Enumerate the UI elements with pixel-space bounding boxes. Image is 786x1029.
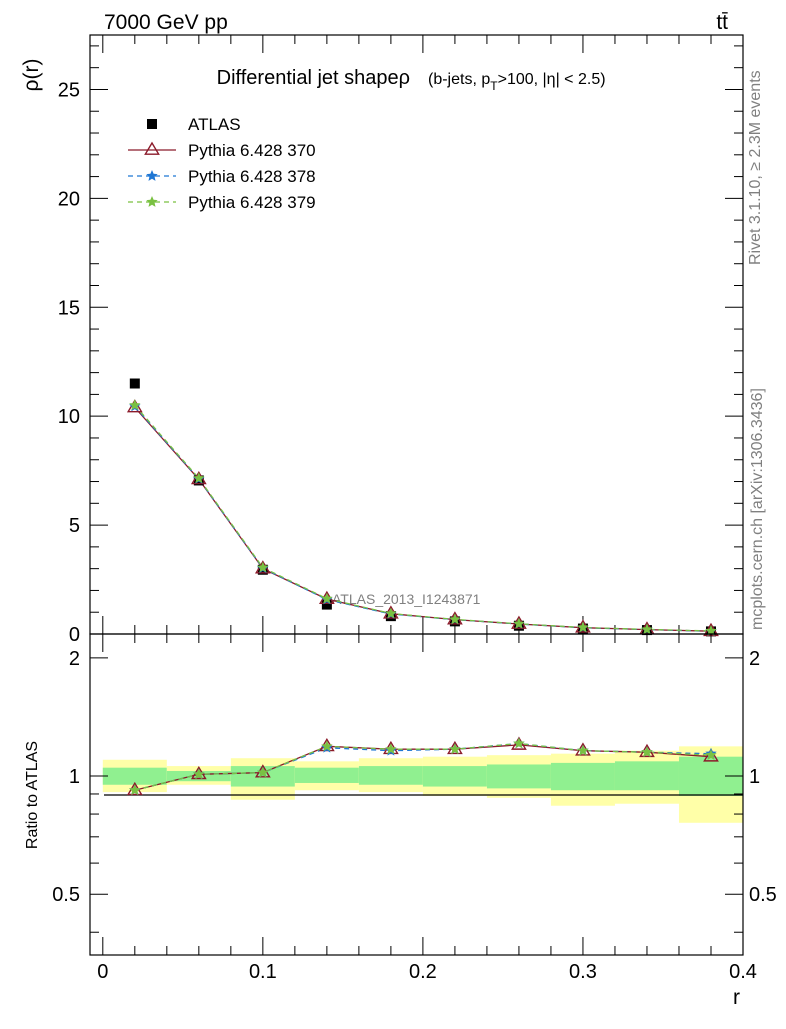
main-axis-ticks: 0 5 10 15 20 25: [58, 35, 744, 646]
ratio-axis-ticks: 0.5 0.5 1 1 2 2 0 0.1 0.2 0.3 0.4: [52, 634, 777, 983]
main-data-point: [385, 607, 397, 619]
ratio-data-point: [705, 749, 717, 760]
ratio-band-inner: [550, 762, 615, 791]
ratio-y-tick-label-right: 0.5: [749, 884, 777, 906]
main-data-point: [193, 472, 205, 484]
main-y-tick-label: 15: [58, 297, 80, 319]
xlabel: r: [733, 986, 740, 1009]
main-data-point: [449, 613, 461, 625]
ratio-band-inner: [102, 767, 167, 785]
ratio-frame: [89, 633, 744, 956]
legend-label: ATLAS: [188, 115, 241, 134]
main-data-point: [513, 617, 525, 629]
main-data-point: [321, 592, 333, 604]
x-tick-label: 0.1: [249, 961, 277, 983]
mcplots-label: mcplots.cern.ch [arXiv:1306.3436]: [749, 388, 766, 630]
ratio-band-inner: [294, 767, 359, 783]
ratio-ylabel: Ratio to ATLAS: [24, 741, 41, 849]
x-tick-label: 0.3: [569, 961, 597, 983]
ratio-band-inner: [486, 764, 551, 789]
main-panel: 0 5 10 15 20 25 Differential jet shapeρ (b-je…: [20, 34, 744, 646]
main-data-point: [705, 625, 717, 636]
main-data-point: [577, 621, 589, 633]
ratio-band-inner: [614, 761, 679, 791]
main-y-tick-label: 10: [58, 406, 80, 428]
ratio-y-tick-label: 2: [69, 648, 80, 670]
ratio-data-point: [577, 744, 589, 756]
ratio-data-point: [449, 743, 461, 755]
main-data-point: [257, 561, 269, 573]
subtitle-part-2: >100, |η| < 2.5): [498, 71, 606, 88]
subtitle-sub: T: [490, 79, 498, 93]
main-y-tick-label: 20: [58, 188, 80, 210]
ratio-band-inner: [422, 766, 487, 787]
main-data-point: [641, 623, 653, 635]
legend-marker: [146, 196, 158, 207]
ratio-data-point: [257, 766, 269, 778]
ratio-data-point: [513, 737, 525, 749]
rivet-label: Rivet 3.1.10, ≥ 2.3M events: [747, 70, 764, 265]
main-ylabel: ρ(r): [20, 59, 43, 92]
ratio-series: [126, 736, 719, 796]
ratio-data-point: [385, 743, 397, 755]
legend-label: Pythia 6.428 370: [188, 141, 316, 160]
ratio-y-tick-label: 0.5: [52, 884, 80, 906]
ratio-y-tick-label-right: 2: [749, 648, 760, 670]
ratio-panel: 0.5 0.5 1 1 2 2 0 0.1 0.2 0.3 0.4 Ratio to ATLAS r: [24, 633, 777, 1009]
ratio-y-tick-label: 1: [69, 766, 80, 788]
main-data-point: [129, 399, 141, 411]
ratio-data-point: [321, 740, 333, 752]
main-title: Differential jet shapeρ: [217, 67, 410, 89]
legend-label: Pythia 6.428 378: [188, 167, 316, 186]
legend-label: Pythia 6.428 379: [188, 193, 316, 212]
main-y-tick-label: 25: [58, 79, 80, 101]
main-series: [126, 378, 719, 637]
energy-label: 7000 GeV pp: [104, 11, 228, 34]
ratio-bands: [102, 746, 743, 823]
ratio-band-inner: [358, 766, 423, 785]
x-tick-label: 0.4: [729, 961, 757, 983]
watermark: ATLAS_2013_I1243871: [332, 591, 481, 607]
legend-marker: [147, 119, 157, 129]
main-y-tick-label: 0: [69, 624, 80, 646]
ratio-series-line: [134, 742, 712, 791]
process-label: tt̄: [716, 11, 728, 34]
main-data-point: [321, 599, 332, 610]
legend-marker: [146, 170, 158, 181]
main-data-point: [129, 378, 140, 389]
ratio-y-tick-label-right: 1: [749, 766, 760, 788]
main-series-line: [134, 404, 712, 632]
ratio-data-point: [641, 746, 653, 757]
main-subtitle: (b-jets, pT>100, |η| < 2.5): [428, 71, 606, 93]
x-tick-label: 0: [97, 961, 108, 983]
ratio-data-point: [129, 784, 141, 796]
legend: ATLAS Pythia 6.428 370 Pythia 6.428 378 Pyt…: [128, 115, 316, 212]
main-y-tick-label: 5: [69, 515, 80, 537]
legend-marker: [144, 141, 160, 155]
ratio-data-point: [193, 768, 205, 780]
x-tick-label: 0.2: [409, 961, 437, 983]
subtitle-part-1: (b-jets, p: [428, 71, 490, 88]
